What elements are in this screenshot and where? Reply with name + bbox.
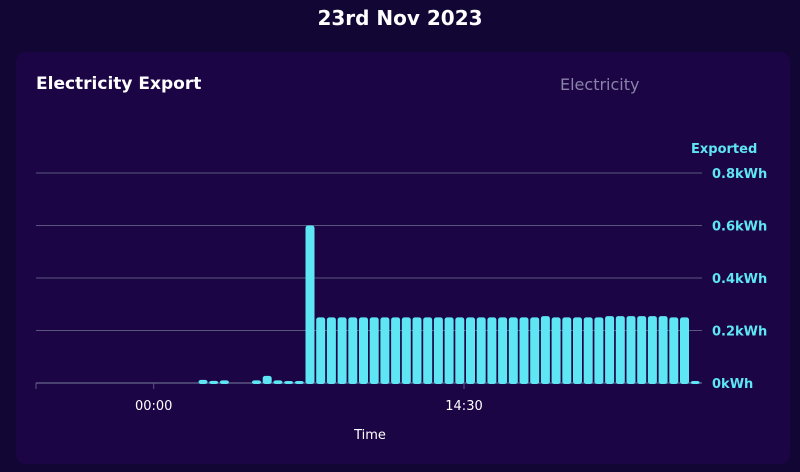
- bar: [573, 317, 582, 384]
- bar: [391, 317, 401, 384]
- bar: [444, 317, 454, 384]
- card-title: Electricity Export: [36, 74, 202, 94]
- bar: [316, 317, 326, 384]
- electricity-export-card: Electricity Export Electricity 0kWh 0.2kW…: [16, 52, 790, 464]
- bar: [359, 317, 368, 384]
- bar: [690, 381, 700, 384]
- bar: [412, 317, 422, 384]
- bar: [594, 317, 604, 384]
- bar: [337, 317, 347, 384]
- bar: [476, 317, 486, 384]
- bar: [498, 317, 508, 384]
- x-tick-label: 14:30: [445, 399, 482, 414]
- bar: [252, 380, 261, 384]
- bars: [198, 225, 700, 384]
- bar: [583, 317, 593, 384]
- bar: [551, 317, 561, 384]
- bar: [262, 375, 272, 384]
- y-tick-label: 0.8kWh: [712, 167, 767, 182]
- bar: [273, 380, 283, 384]
- bar: [562, 317, 572, 384]
- bar: [605, 316, 615, 384]
- bar: [540, 316, 550, 384]
- bar: [626, 316, 636, 384]
- x-axis: [35, 383, 465, 389]
- axis-labels: 0kWh 0.2kWh 0.4kWh 0.6kWh 0.8kWh Exported 00:0…: [135, 142, 767, 443]
- bar: [433, 317, 443, 384]
- bar: [348, 317, 358, 384]
- bar: [487, 317, 497, 384]
- bar: [380, 317, 390, 384]
- tab-electricity[interactable]: Electricity: [560, 75, 640, 94]
- bar: [209, 380, 219, 384]
- bar: [669, 317, 679, 384]
- y-tick-label: 0.4kWh: [712, 272, 767, 287]
- bar: [658, 316, 668, 384]
- y-tick-label: 0.2kWh: [712, 325, 767, 340]
- bar: [519, 317, 529, 384]
- page-title: 23rd Nov 2023: [317, 6, 483, 30]
- bar: [198, 379, 208, 384]
- x-axis-title: Time: [353, 428, 386, 443]
- bar: [284, 381, 294, 384]
- bar: [508, 317, 518, 384]
- bar: [647, 316, 657, 384]
- bar: [305, 225, 315, 384]
- bar: [423, 317, 433, 384]
- bar: [680, 317, 689, 384]
- bar: [326, 317, 336, 384]
- bar: [294, 381, 304, 384]
- bar: [369, 317, 379, 384]
- x-tick-label: 00:00: [135, 399, 172, 414]
- bar: [219, 380, 229, 384]
- bar: [401, 317, 411, 384]
- bar: [615, 316, 625, 384]
- bar: [466, 317, 475, 384]
- y-tick-label: 0kWh: [712, 377, 753, 392]
- bar: [637, 316, 647, 384]
- bar: [455, 317, 465, 384]
- export-bar-chart: 0kWh 0.2kWh 0.4kWh 0.6kWh 0.8kWh Exported 00:0…: [35, 142, 767, 443]
- y-tick-label: 0.6kWh: [712, 220, 767, 235]
- series-label: Exported: [691, 142, 757, 157]
- bar: [530, 317, 540, 384]
